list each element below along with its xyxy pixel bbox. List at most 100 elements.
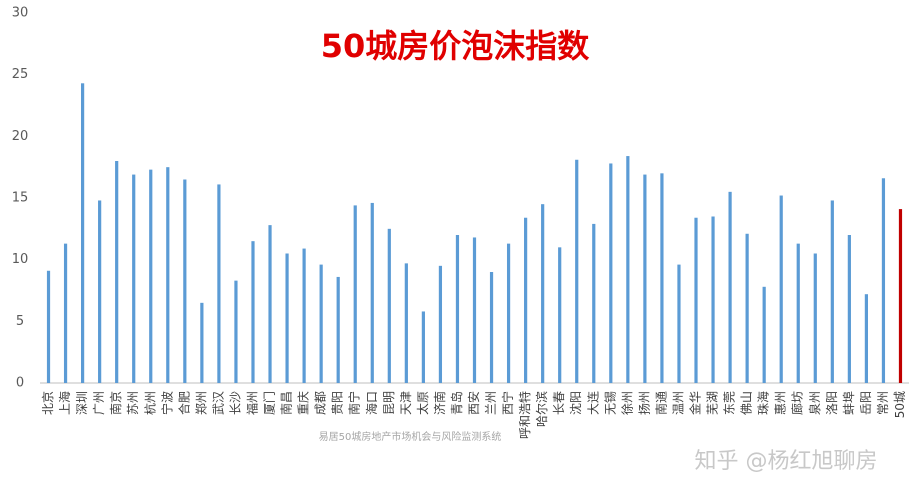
x-tick-label: 深圳 [75,391,89,415]
x-tick-label: 蚌埠 [842,391,856,415]
x-tick-label: 岳阳 [859,391,873,415]
x-tick-label: 南通 [653,391,668,415]
x-tick-label: 长春 [552,391,566,415]
bar [830,200,834,383]
x-tick-label: 重庆 [297,391,311,415]
bar [575,159,579,383]
x-tick-label: 温州 [671,391,685,415]
x-tick-label: 大连 [585,391,600,415]
x-tick-label: 南宁 [347,391,362,415]
bar [166,167,170,383]
x-tick-label: 兰州 [484,391,498,415]
bar [558,247,562,383]
bar [98,200,102,383]
bar [268,225,272,383]
x-tick-label: 惠州 [774,391,788,415]
x-tick-label: 南昌 [279,391,294,415]
bar [626,156,630,383]
x-tick-label: 长沙 [228,391,242,415]
x-tick-label: 芜湖 [705,391,720,415]
bar [541,204,545,383]
bar [660,173,664,383]
bar [762,286,766,383]
bar [115,161,119,383]
bar [694,217,698,383]
bar [370,202,374,383]
bar [80,83,85,384]
x-tick-label: 福州 [244,391,259,415]
x-tick-label: 苏州 [126,391,140,415]
watermark: 知乎 @杨红旭聊房 [695,449,878,474]
bar [234,280,238,383]
x-tick-label: 哈尔滨 [534,391,549,427]
x-tick-label: 杭州 [142,391,157,415]
bar [609,163,613,383]
bar [677,264,681,383]
x-tick-label: 厦门 [262,391,277,415]
bar [643,174,647,383]
bar [881,178,886,383]
x-tick-label: 无锡 [602,391,617,415]
x-tick-label: 宁波 [159,391,174,415]
bar [217,184,221,383]
bar [813,253,817,383]
bar [421,311,425,383]
bar [796,243,800,383]
x-tick-label: 成都 [314,391,328,415]
bar [745,233,749,383]
x-tick-label: 金华 [688,391,703,415]
y-tick-label: 25 [12,67,29,82]
bar [132,174,136,383]
bar [63,243,68,383]
x-tick-label: 海口 [364,391,379,415]
x-tick-label: 上海 [57,391,72,415]
bar [336,276,340,383]
x-tick-label: 廊坊 [790,391,805,415]
x-tick-label: 郑州 [193,391,208,415]
bar [319,264,323,383]
x-tick-label: 珠海 [756,391,771,415]
bar [200,302,204,383]
bar [779,195,783,383]
x-tick-label: 合肥 [176,391,191,415]
x-tick-label: 太原 [415,391,430,415]
bar [46,270,51,383]
y-tick-label: 5 [16,314,24,329]
x-tick-label: 贵阳 [331,391,345,415]
bar [302,248,306,383]
x-tick-label: 天津 [399,391,413,415]
x-tick-label: 50城 [893,391,907,418]
x-tick-label: 北京 [41,391,55,415]
x-tick-label: 武汉 [211,391,225,415]
bar [864,294,869,383]
x-tick-label: 常州 [876,391,890,415]
y-tick-label: 30 [12,6,29,21]
bar [455,235,460,383]
x-tick-label: 青岛 [449,391,464,415]
x-tick-label: 南京 [108,391,123,415]
y-tick-label: 15 [12,191,29,206]
bar [251,241,255,383]
x-tick-label: 广州 [92,391,106,415]
bar [592,223,596,383]
bar [847,235,851,383]
bar [506,243,511,383]
bar [472,237,477,383]
y-tick-label: 10 [12,252,29,267]
x-tick-label: 西宁 [500,391,515,415]
x-tick-label: 徐州 [619,391,634,415]
bar [898,209,903,383]
x-tick-label: 扬州 [636,391,651,415]
bar [387,228,391,383]
bar [404,263,408,383]
source-note: 易居50城房地产市场机会与风险监测系统 [319,430,502,443]
x-tick-label: 东莞 [723,391,737,415]
x-tick-label: 佛山 [740,391,754,415]
bar [149,169,153,383]
bar [353,205,357,383]
x-tick-label: 昆明 [382,391,396,415]
bar [438,265,443,383]
bar [711,216,715,383]
x-tick-label: 西安 [466,391,481,415]
